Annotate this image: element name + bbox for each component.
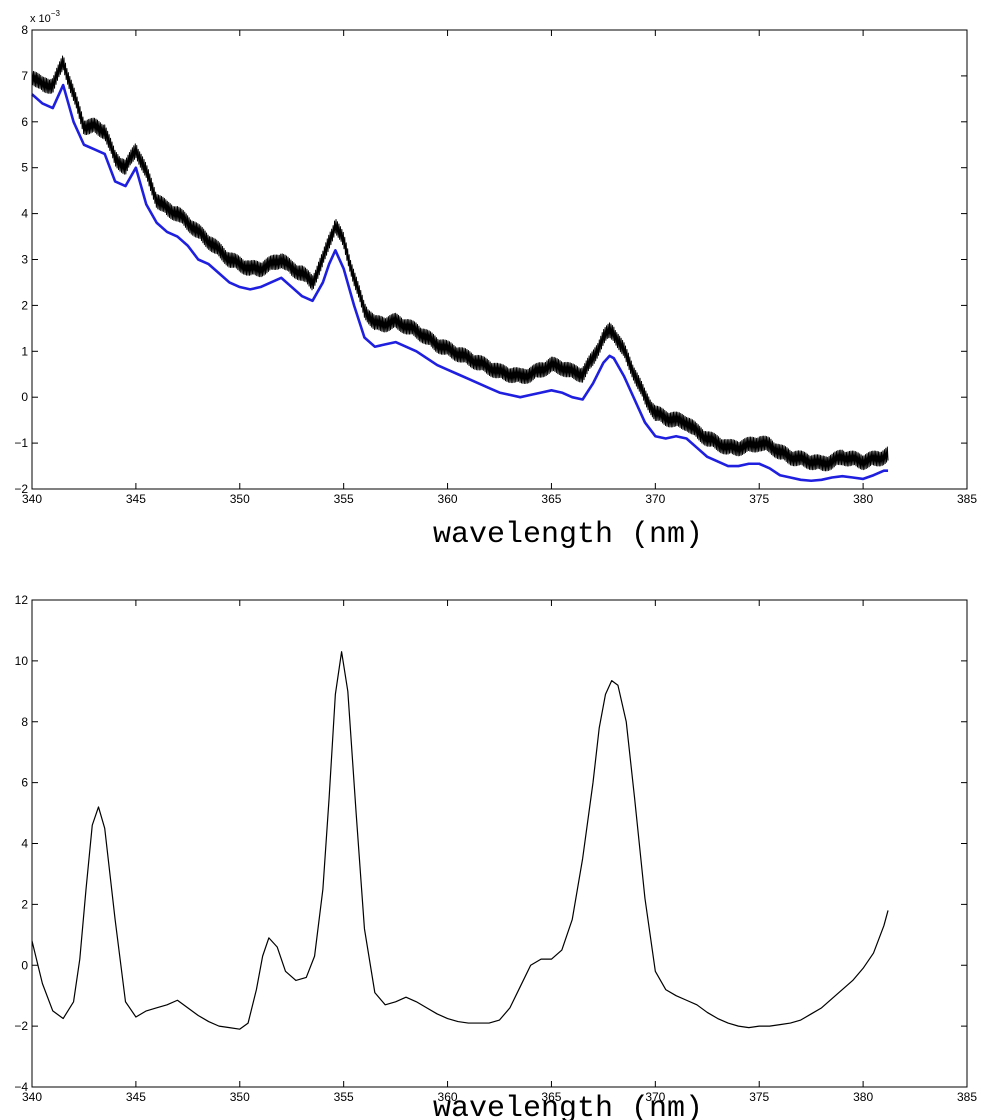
top-plot-y-tick-label: 2 (21, 298, 28, 312)
bottom-plot-x-tick-label: 370 (645, 1090, 665, 1104)
bottom-plot-series-layer (31, 651, 889, 1030)
top-plot-x-tick-label: 345 (126, 492, 146, 506)
top-plot-x-tick-label: 380 (853, 492, 873, 506)
bottom-plot-x-tick-label: 360 (438, 1090, 458, 1104)
top-plot-y-tick-label: 3 (21, 253, 28, 267)
top-plot-x-tick-label: 385 (957, 492, 977, 506)
top-plot-y-tick-label: 4 (21, 207, 28, 221)
top-plot-x-tick-label: 370 (645, 492, 665, 506)
bottom-plot-y-tick-label: 0 (21, 958, 28, 972)
top-plot-y-tick-label: −1 (14, 436, 28, 450)
bottom-plot-x-tick-label: 380 (853, 1090, 873, 1104)
top-plot-y-exponent-base: x 10 (30, 13, 51, 25)
top-plot-y-tick-label: 1 (21, 344, 28, 358)
bottom-plot-y-tick-label: 2 (21, 897, 28, 911)
bottom-plot-y-tick-label: 6 (21, 776, 28, 790)
top-plot-y-exponent-power: −3 (51, 9, 61, 18)
bottom-plot-x-axis-label: wavelength (nm) (433, 1092, 703, 1120)
bottom-plot-x-tick-label: 340 (22, 1090, 42, 1104)
bottom-plot-series-line-0 (31, 651, 889, 1030)
top-plot-series-line-0 (31, 55, 889, 472)
bottom-plot-y-tick-label: 10 (15, 654, 29, 668)
top-plot-y-tick-label: 5 (21, 161, 28, 175)
top-plot-y-tick-label: 7 (21, 69, 28, 83)
bottom-plot-y-tick-label: 12 (15, 593, 29, 607)
top-plot-x-tick-label: 375 (749, 492, 769, 506)
bottom-plot-x-tick-label: 355 (334, 1090, 354, 1104)
top-plot-y-tick-label: 0 (21, 390, 28, 404)
top-plot-ticks: 340 345 350 355 360 365 370 375 380 385−2−1012345… (14, 23, 977, 506)
top-plot-y-exponent: x 10−3 (30, 9, 60, 25)
top-plot-series-layer (31, 55, 889, 483)
bottom-plot-ticks: 340 345 350 355 360 365 370 375 380 385 −4 −2 0 2 4 6 8 1… (14, 593, 977, 1104)
bottom-plot-y-tick-label: 8 (21, 715, 28, 729)
top-plot-y-tick-label: −2 (14, 482, 28, 496)
bottom-plot-y-tick-label: 4 (21, 837, 28, 851)
top-plot: 340 345 350 355 360 365 370 375 380 385−2−1012345… (14, 9, 977, 552)
bottom-plot-y-tick-label: −2 (14, 1019, 28, 1033)
top-plot-x-tick-label: 355 (334, 492, 354, 506)
bottom-plot-x-tick-label: 345 (126, 1090, 146, 1104)
bottom-plot-x-tick-label: 365 (541, 1090, 561, 1104)
top-plot-x-tick-label: 350 (230, 492, 250, 506)
bottom-plot-x-tick-label: 375 (749, 1090, 769, 1104)
top-plot-x-axis-label: wavelength (nm) (433, 518, 703, 552)
top-plot-x-tick-label: 365 (541, 492, 561, 506)
top-plot-series-line-1 (31, 83, 889, 483)
bottom-plot-x-tick-label: 385 (957, 1090, 977, 1104)
bottom-plot-x-tick-label: 350 (230, 1090, 250, 1104)
bottom-plot-y-tick-label: −4 (14, 1080, 28, 1094)
top-plot-y-tick-label: 8 (21, 23, 28, 37)
top-plot-y-tick-label: 6 (21, 115, 28, 129)
bottom-plot: 340 345 350 355 360 365 370 375 380 385 −4 −2 0 2 4 6 8 1… (14, 593, 977, 1120)
top-plot-x-tick-label: 340 (22, 492, 42, 506)
top-plot-x-tick-label: 360 (438, 492, 458, 506)
